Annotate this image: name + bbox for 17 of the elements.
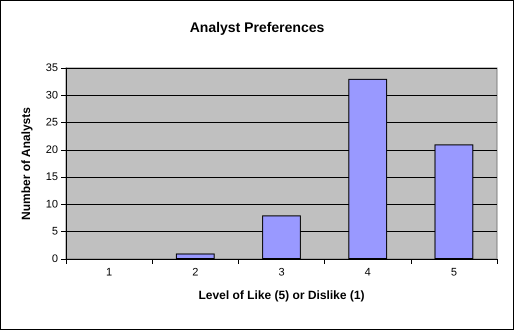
bar: [176, 254, 215, 259]
x-tick-label: 5: [450, 266, 457, 278]
y-tick-label: 15: [46, 171, 58, 184]
y-tick-label: 5: [52, 226, 58, 238]
y-tick-label: 25: [46, 116, 58, 129]
y-tick-label: 30: [46, 89, 58, 102]
x-tick-label: 3: [278, 266, 285, 278]
y-tick-label: 35: [46, 62, 58, 74]
y-tick-label: 20: [46, 144, 58, 156]
chart-title: Analyst Preferences: [190, 19, 325, 35]
y-tick-label: 10: [46, 198, 58, 210]
x-tick-label: 2: [192, 266, 198, 278]
x-tick-label: 4: [364, 266, 371, 278]
y-axis-title: Number of Analysts: [19, 106, 33, 220]
x-tick-label: 1: [106, 266, 112, 278]
x-axis-title: Level of Like (5) or Dislike (1): [198, 288, 365, 302]
y-tick-label: 0: [52, 253, 58, 265]
